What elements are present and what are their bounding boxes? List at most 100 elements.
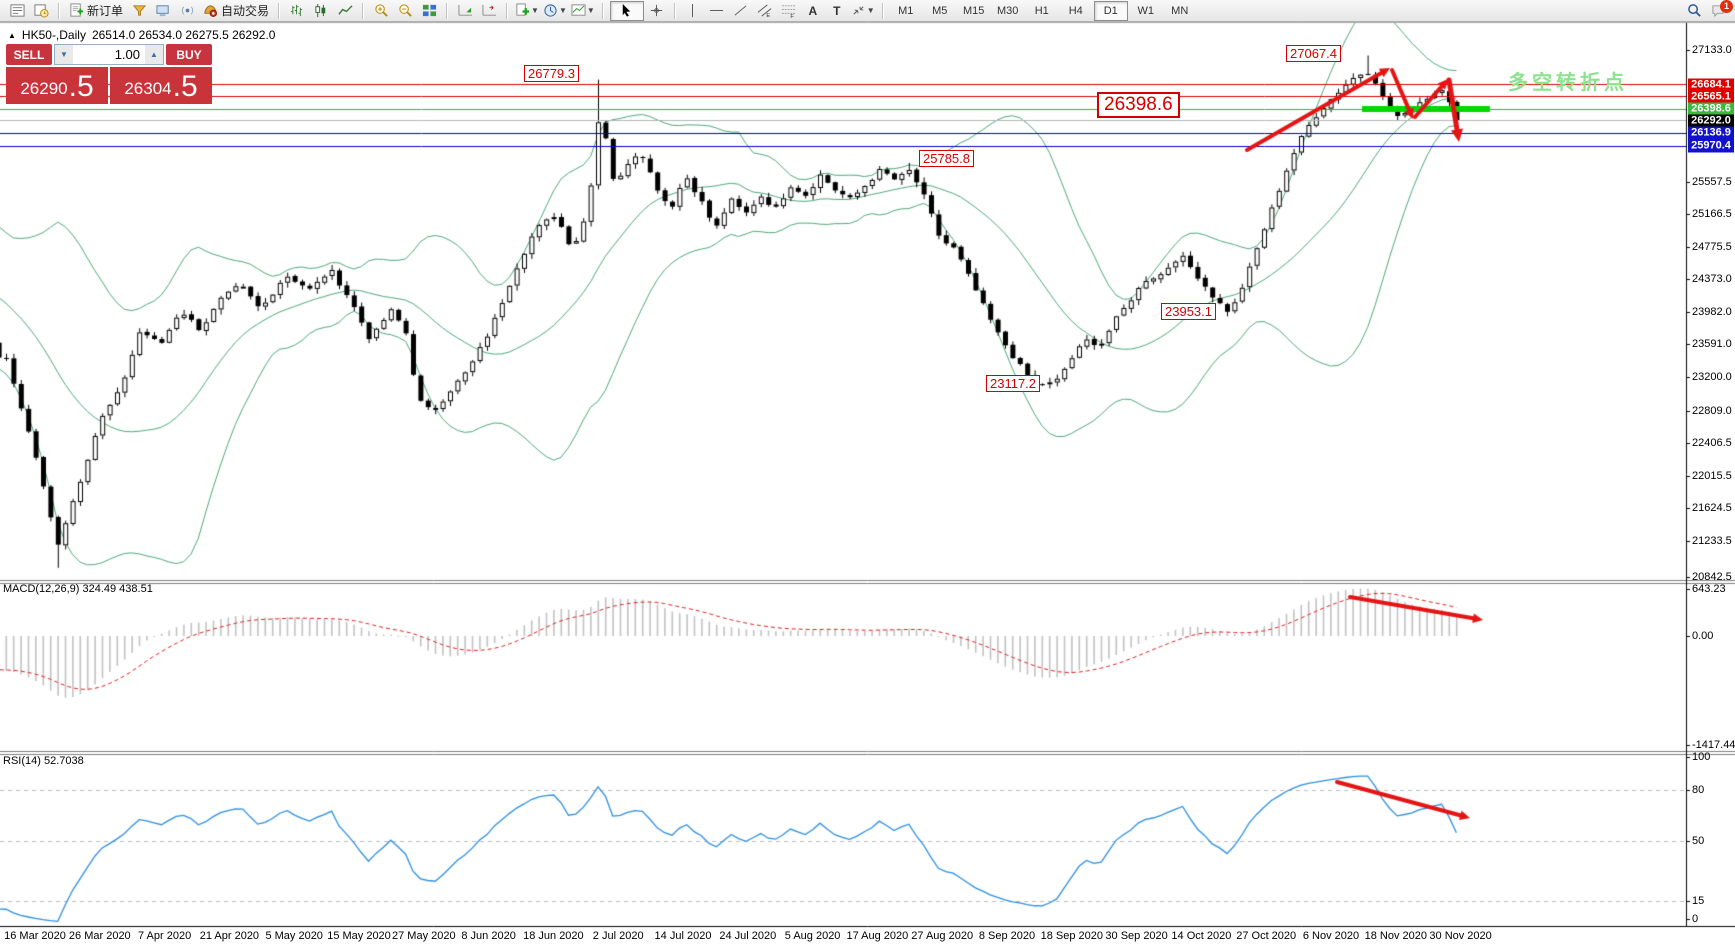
chart-title: ▲ HK50-,Daily 26514.0 26534.0 26275.5 26… [8,28,275,42]
new-order-button[interactable]: 新订单 [65,1,127,21]
chevron-down-icon: ▼ [558,6,567,15]
cursor-tool-button[interactable] [609,0,644,21]
date-label: 30 Sep 2020 [1105,930,1168,942]
buy-price[interactable]: 26304.5 [110,67,212,104]
rsi-label: RSI(14) 52.7038 [3,755,84,767]
macd-axis-tick: -1417.44 [1692,739,1735,751]
auto-scroll-button[interactable] [453,1,477,21]
date-label: 18 Sep 2020 [1040,930,1103,942]
price-callout[interactable]: 25785.8 [919,150,974,167]
date-label: 8 Sep 2020 [978,930,1036,942]
bar-chart-button[interactable] [285,1,309,21]
tab-timeframe-m15[interactable]: M15 [963,4,985,17]
horizontal-line-tool-button[interactable] [705,1,729,21]
crosshair-tool-button[interactable] [645,1,669,21]
candlestick-chart-button[interactable] [309,1,333,21]
terminal-button[interactable] [151,1,175,21]
zoom-out-button[interactable] [393,1,417,21]
macd-axis-tick: 0.00 [1692,630,1714,642]
price-axis-tick: 21233.5 [1692,535,1732,547]
auto-trading-button[interactable]: 自动交易 [199,1,273,21]
fibonacci-tool-button[interactable]: F [777,1,801,21]
arrows-tool-button[interactable]: ▼ [849,1,877,21]
price-callout[interactable]: 27067.4 [1286,45,1341,62]
price-axis-tick: 25166.5 [1692,208,1732,220]
rsi-axis-tick: 15 [1692,895,1705,907]
date-label: 27 Oct 2020 [1236,930,1297,942]
price-level-tag: 26136.9 [1688,126,1734,140]
notification-badge: 1 [1720,0,1733,13]
tab-timeframe-m30[interactable]: M30 [997,4,1019,17]
tab-timeframe-m1[interactable]: M1 [898,4,914,17]
timeframe-group: M1 M5 M15 M30 H1 H4 D1 W1 MN [886,0,1200,21]
ohlc-values: 26514.0 26534.0 26275.5 26292.0 [91,28,276,42]
price-axis-tick: 24775.5 [1692,241,1732,253]
search-button[interactable] [1682,1,1706,21]
date-label: 17 Aug 2020 [846,930,909,942]
new-order-label: 新订单 [87,4,124,18]
notifications-button[interactable]: 1 [1706,0,1733,21]
metaeditor-button[interactable] [127,1,151,21]
price-callout[interactable]: 23953.1 [1161,303,1216,320]
rsi-axis-tick: 100 [1692,751,1711,763]
chevron-down-icon: ▼ [586,6,595,15]
price-axis-tick: 23591.0 [1692,338,1732,350]
tile-windows-button[interactable] [417,1,441,21]
text-tool-button[interactable]: A [808,3,818,18]
price-callout[interactable]: 26779.3 [524,65,579,82]
tab-timeframe-w1[interactable]: W1 [1137,4,1154,17]
price-axis-tick: 27133.0 [1692,44,1732,56]
volume-increase-button[interactable]: ▲ [145,45,163,64]
date-label: 14 Jul 2020 [654,930,712,942]
tab-timeframe-h1[interactable]: H1 [1034,4,1049,17]
tab-timeframe-mn[interactable]: MN [1171,4,1189,17]
buy-button[interactable]: BUY [166,44,212,65]
date-label: 27 May 2020 [391,930,456,942]
zoom-in-button[interactable] [369,1,393,21]
rsi-axis-tick: 50 [1692,835,1705,847]
sell-button[interactable]: SELL [6,44,52,65]
tab-timeframe-d1[interactable]: D1 [1093,0,1128,21]
date-label: 24 Jul 2020 [719,930,777,942]
price-callout[interactable]: 26398.6 [1097,92,1180,118]
signals-button[interactable] [175,1,199,21]
price-axis-tick: 22809.0 [1692,405,1732,417]
price-axis-tick: 23982.0 [1692,306,1732,318]
trendline-tool-button[interactable] [729,1,753,21]
date-label: 5 Aug 2020 [784,930,841,942]
date-label: 14 Oct 2020 [1171,930,1232,942]
date-label: 5 May 2020 [265,930,323,942]
collapse-triangle-icon[interactable]: ▲ [8,30,16,40]
line-chart-button[interactable] [333,1,357,21]
new-order-icon [70,3,84,17]
price-axis-tick: 22015.5 [1692,470,1732,482]
volume-stepper: ▼ ▲ [54,44,164,65]
equidistant-channel-tool-button[interactable]: E [753,1,777,21]
chevron-down-icon: ▼ [866,6,875,15]
date-label: 6 Nov 2020 [1302,930,1360,942]
vertical-line-tool-button[interactable] [681,1,705,21]
templates-button[interactable]: ▼ [569,1,597,21]
sell-price[interactable]: 26290.5 [6,67,108,104]
date-label: 18 Nov 2020 [1364,930,1427,942]
chart-profile-button[interactable] [29,1,53,21]
symbol-period-label: HK50-,Daily [21,28,86,42]
price-callout[interactable]: 23117.2 [986,375,1041,392]
periods-button[interactable]: ▼ [541,1,569,21]
tab-timeframe-h4[interactable]: H4 [1068,4,1083,17]
chevron-down-icon: ▼ [531,6,539,15]
price-level-tag: 26565.1 [1688,90,1734,104]
volume-decrease-button[interactable]: ▼ [55,45,73,64]
one-click-trading-panel: SELL ▼ ▲ BUY 26290.5 26304.5 [6,44,212,104]
charts-list-button[interactable] [5,1,29,21]
indicators-button[interactable]: ▼ [513,1,541,21]
price-level-tag: 26398.6 [1688,102,1734,116]
volume-input[interactable] [73,45,145,64]
date-label: 15 May 2020 [327,930,391,942]
chart-shift-button[interactable] [477,1,501,21]
tab-timeframe-m5[interactable]: M5 [932,4,948,17]
price-axis-tick: 25557.5 [1692,176,1732,188]
text-label-tool-button[interactable]: T [833,3,841,18]
